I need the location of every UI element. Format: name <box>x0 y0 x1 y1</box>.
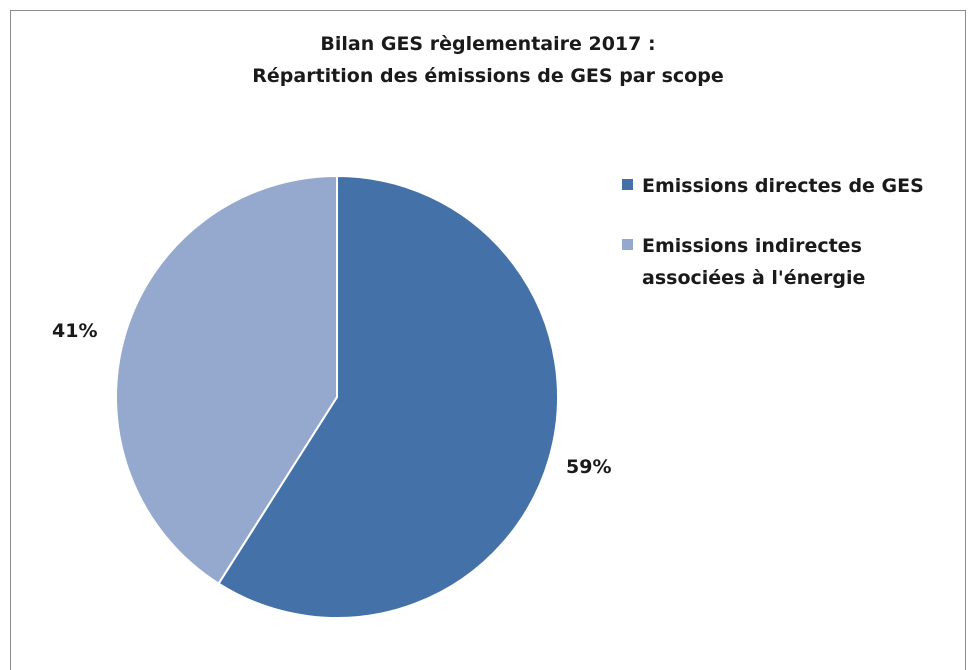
data-label-direct: 59% <box>566 456 612 478</box>
chart-title-line2: Répartition des émissions de GES par sco… <box>252 65 724 87</box>
chart-title-line1: Bilan GES règlementaire 2017 : <box>320 33 656 55</box>
legend-swatch-indirect <box>622 239 633 250</box>
legend-label-direct: Emissions directes de GES <box>642 175 924 197</box>
legend-item-indirect: Emissions indirectes associées à l'énerg… <box>622 230 952 294</box>
legend-item-direct: Emissions directes de GES <box>622 170 952 202</box>
pie-slice-indirect <box>115 174 338 585</box>
legend-swatch-direct <box>622 179 633 190</box>
pie-slice-direct <box>217 174 559 619</box>
data-label-indirect: 41% <box>52 320 98 342</box>
legend-label-indirect: Emissions indirectes associées à l'énerg… <box>642 235 866 289</box>
